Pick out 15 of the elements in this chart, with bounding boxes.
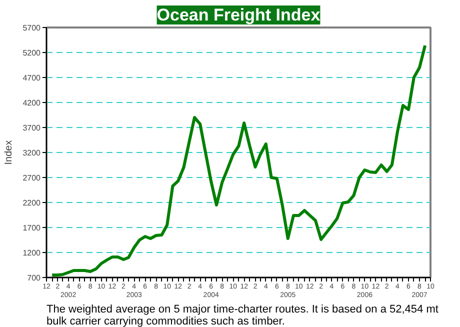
y-tick-label: 700	[27, 274, 42, 282]
y-tick-label: 1200	[22, 248, 42, 258]
y-tick-label: 2700	[22, 174, 42, 182]
y-tick-label: 4200	[22, 98, 42, 108]
y-axis-title: Index	[4, 140, 15, 165]
text: The weighted average on 5 major time-charter routes. It is based on a 52,454 mt bulk carrier carrying commodities such as timber.	[46, 304, 438, 327]
line-series	[50, 44, 427, 276]
y-tick-label: 1700	[22, 224, 42, 232]
y-tick-label: 5700	[22, 24, 42, 32]
y-tick-label: 2200	[22, 198, 42, 208]
y-tick-label: 5200	[22, 48, 42, 58]
chart-title: Ocean Freight Index	[156, 6, 321, 24]
y-tick-label: 3200	[22, 148, 42, 158]
y-tick-label: 3700	[22, 124, 42, 132]
y-tick-label: 4700	[22, 74, 42, 82]
